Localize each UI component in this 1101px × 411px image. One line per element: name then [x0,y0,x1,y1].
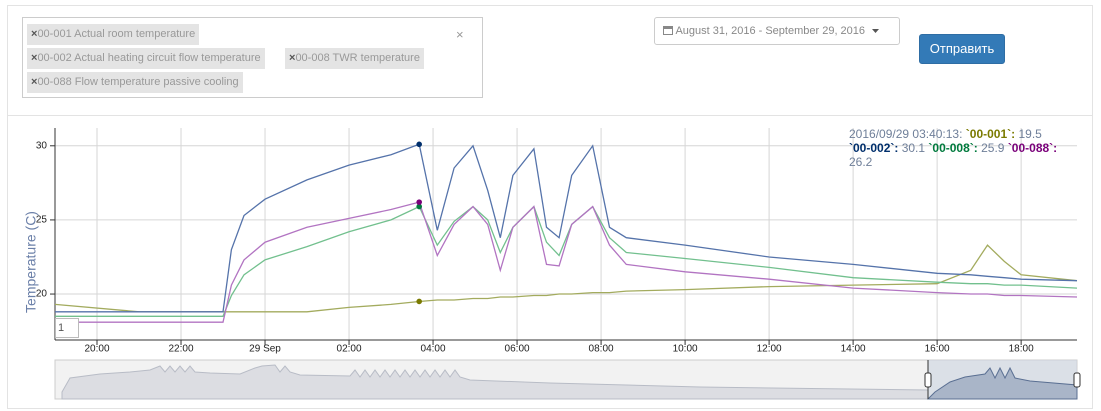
x-tick-label: 02:00 [337,344,362,355]
chip-label: 00-001 Actual room temperature [37,28,196,40]
x-tick-label: 18:00 [1009,344,1034,355]
series-select[interactable]: ×00-001 Actual room temperature ×00-002 … [22,17,483,98]
x-tick-label: 14:00 [841,344,866,355]
range-handle[interactable] [1073,372,1081,388]
y-tick-label: 20 [36,289,48,300]
legend-value: 30.1 [901,141,926,155]
roll-period-input[interactable]: 1 [55,318,79,338]
chip-remove[interactable]: × [289,52,296,64]
clear-button[interactable]: × [456,27,464,42]
y-axis-label: Temperature (C) [23,211,39,313]
x-tick-label: 22:00 [169,344,194,355]
chip-label: 00-088 Flow temperature passive cooling [37,76,239,88]
x-tick-label: 08:00 [589,344,614,355]
legend: 2016/09/29 03:40:13: `00-001`: 19.5 `00-… [849,127,1064,169]
chip-label: 00-002 Actual heating circuit flow tempe… [37,52,261,64]
legend-key: `00-002`: [849,141,899,155]
x-tick-label: 29 Sep [249,344,281,355]
chip[interactable]: ×00-008 TWR temperature [285,48,424,69]
x-tick-label: 20:00 [84,344,109,355]
range-handle[interactable] [924,372,932,388]
caret [872,29,880,33]
chip[interactable]: ×00-002 Actual heating circuit flow temp… [27,48,265,69]
chip-remove[interactable]: × [31,28,38,40]
highlight-point [416,203,422,210]
legend-value: 26.2 [849,155,873,169]
highlight-point [416,298,422,305]
submit-button[interactable]: Отправить [919,34,1005,64]
legend-key: `00-088`: [1007,141,1058,155]
chip[interactable]: ×00-001 Actual room temperature [27,24,200,45]
chip[interactable]: ×00-088 Flow temperature passive cooling [27,72,243,93]
series-line [55,201,1078,323]
date-range: August 31, 2016 - September 29, 2016 [675,25,866,37]
plot-area [55,128,1077,340]
range-shape-selected [926,366,1078,400]
x-tick-label: 12:00 [757,344,782,355]
legend-time: 2016/09/29 03:40:13: [849,127,963,141]
chip-label: 00-008 TWR temperature [295,52,420,64]
panel [7,5,1093,409]
x-tick-label: 16:00 [925,344,950,355]
separator [7,115,1093,116]
chip-remove[interactable]: × [31,76,38,88]
calendar-icon [663,26,673,35]
series-line [54,244,1078,313]
range-shape [61,364,929,400]
legend-value: 19.5 [1018,127,1042,141]
legend-key: `00-001`: [965,127,1016,141]
x-tick-label: 04:00 [421,344,446,355]
series-line [55,143,1078,313]
highlight-point [416,141,422,148]
y-tick-label: 25 [36,215,48,226]
legend-value: 25.9 [981,141,1005,155]
x-tick-label: 10:00 [673,344,698,355]
chip-remove[interactable]: × [31,52,38,64]
x-tick-label: 06:00 [505,344,530,355]
highlight-point [416,199,422,205]
range-selector[interactable] [54,359,1081,400]
legend-key: `00-008`: [928,141,978,155]
y-tick-label: 30 [36,140,48,151]
date-picker[interactable]: August 31, 2016 - September 29, 2016 [654,17,900,45]
